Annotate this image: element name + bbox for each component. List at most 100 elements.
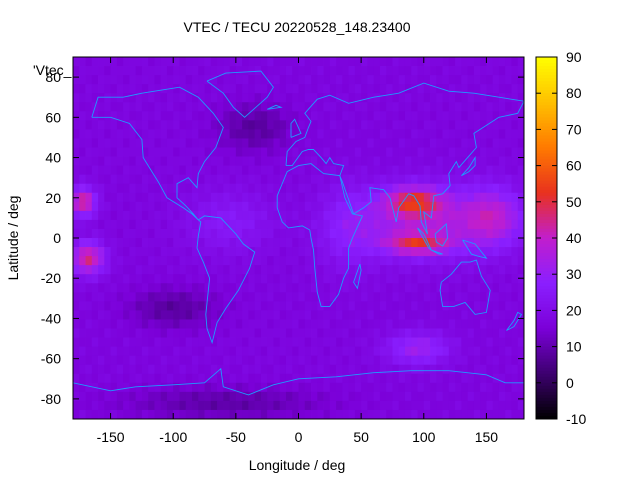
heatmap-cell: [104, 174, 111, 185]
colorbar-segment: [536, 313, 557, 317]
heatmap-cell: [367, 138, 375, 148]
heatmap-cell: [298, 111, 306, 121]
heatmap-cell: [498, 120, 506, 130]
heatmap-cell: [254, 355, 262, 366]
heatmap-cell: [511, 337, 519, 347]
heatmap-cell: [179, 364, 187, 375]
heatmap-cell: [298, 382, 306, 393]
colorbar-segment: [536, 183, 557, 188]
heatmap-cell: [329, 228, 337, 239]
heatmap-cell: [423, 391, 431, 402]
heatmap-cell: [248, 174, 256, 185]
heatmap-cell: [204, 66, 212, 76]
heatmap-cell: [354, 93, 362, 103]
heatmap-cell: [148, 409, 155, 420]
heatmap-cell: [273, 409, 281, 420]
heatmap-cell: [392, 210, 400, 221]
heatmap-cell: [129, 111, 137, 121]
heatmap-cell: [311, 102, 318, 112]
heatmap-cell: [430, 355, 437, 366]
heatmap-cell: [436, 201, 443, 212]
heatmap-cell: [486, 210, 494, 221]
heatmap-cell: [279, 265, 287, 275]
heatmap-cell: [192, 147, 199, 157]
heatmap-cell: [198, 111, 205, 121]
heatmap-cell: [498, 256, 506, 266]
heatmap-cell: [398, 66, 406, 76]
heatmap-cell: [336, 247, 343, 257]
heatmap-cell: [311, 84, 318, 94]
heatmap-cell: [85, 346, 93, 357]
heatmap-cell: [179, 373, 187, 384]
heatmap-cell: [505, 373, 512, 384]
heatmap-cell: [242, 147, 249, 157]
heatmap-cell: [148, 364, 155, 375]
heatmap-cell: [154, 247, 162, 257]
heatmap-cell: [160, 138, 168, 148]
heatmap-cell: [417, 301, 425, 311]
heatmap-cell: [129, 319, 137, 329]
heatmap-cell: [411, 165, 418, 176]
heatmap-cell: [279, 210, 287, 221]
heatmap-cell: [166, 238, 174, 248]
heatmap-cell: [260, 301, 268, 311]
heatmap-cell: [311, 201, 318, 212]
heatmap-cell: [411, 409, 418, 420]
heatmap-cell: [329, 147, 337, 157]
heatmap-cell: [210, 156, 218, 166]
heatmap-cell: [367, 66, 375, 76]
heatmap-cell: [511, 382, 519, 393]
heatmap-cell: [386, 265, 393, 275]
heatmap-cell: [430, 102, 437, 112]
heatmap-cell: [467, 201, 475, 212]
heatmap-cell: [336, 292, 343, 302]
heatmap-cell: [467, 283, 475, 293]
heatmap-cell: [361, 373, 368, 384]
heatmap-cell: [348, 66, 356, 76]
heatmap-cell: [430, 409, 437, 420]
heatmap-cell: [473, 328, 481, 338]
heatmap-cell: [123, 238, 130, 248]
heatmap-cell: [204, 219, 212, 230]
heatmap-cell: [179, 174, 187, 185]
heatmap-cell: [173, 292, 180, 302]
heatmap-cell: [436, 310, 443, 320]
heatmap-cell: [192, 174, 199, 185]
heatmap-cell: [480, 292, 487, 302]
heatmap-cell: [179, 147, 187, 157]
heatmap-cell: [342, 346, 350, 357]
heatmap-cell: [411, 265, 418, 275]
heatmap-cell: [73, 75, 80, 85]
heatmap-cell: [304, 238, 312, 248]
heatmap-cell: [79, 129, 86, 139]
x-tick-label: 0: [295, 429, 303, 445]
heatmap-cell: [260, 129, 268, 139]
heatmap-cell: [248, 265, 256, 275]
heatmap-cell: [217, 66, 224, 76]
heatmap-cell: [185, 66, 193, 76]
heatmap-cell: [436, 210, 443, 221]
heatmap-cell: [179, 274, 187, 284]
heatmap-cell: [217, 174, 224, 185]
heatmap-cell: [116, 364, 124, 375]
heatmap-cell: [91, 391, 99, 402]
heatmap-cell: [354, 210, 362, 221]
heatmap-cell: [154, 228, 162, 239]
heatmap-cell: [110, 409, 118, 420]
heatmap-cell: [254, 238, 262, 248]
heatmap-cell: [292, 247, 299, 257]
heatmap-cell: [135, 174, 143, 185]
heatmap-cell: [129, 391, 137, 402]
heatmap-cell: [229, 283, 237, 293]
heatmap-cell: [486, 247, 494, 257]
heatmap-cell: [85, 138, 93, 148]
heatmap-cell: [91, 120, 99, 130]
heatmap-cell: [448, 192, 456, 203]
heatmap-cell: [304, 102, 312, 112]
heatmap-cell: [116, 183, 124, 194]
heatmap-cell: [267, 210, 274, 221]
colorbar-tick-label: 90: [566, 49, 582, 65]
heatmap-cell: [361, 292, 368, 302]
heatmap-cell: [217, 165, 224, 176]
heatmap-cell: [192, 156, 199, 166]
